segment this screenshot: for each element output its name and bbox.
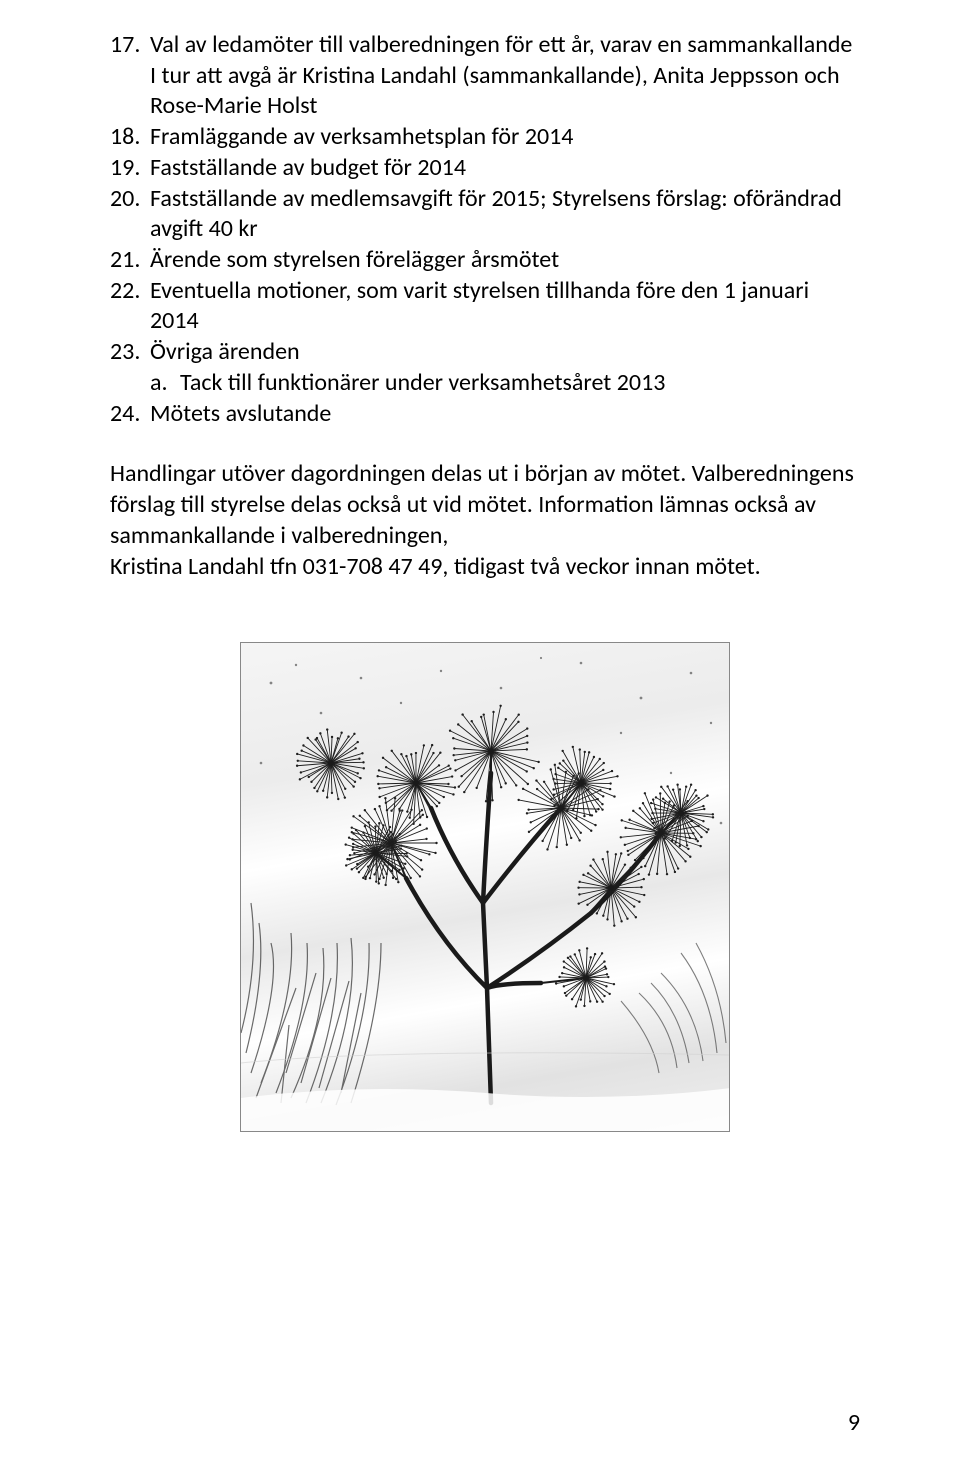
agenda-sub-list: a.Tack till funktionärer under verksamhe… [150, 368, 860, 399]
photo-container [110, 642, 860, 1132]
agenda-item-text: Mötets avslutande [150, 399, 860, 430]
agenda-list: 17.Val av ledamöter till valberedningen … [110, 30, 860, 429]
agenda-item-number: 24. [110, 399, 150, 430]
agenda-item: 24.Mötets avslutande [110, 399, 860, 430]
agenda-item-extra: I tur att avgå är Kristina Landahl (samm… [150, 61, 840, 121]
agenda-item: 21.Ärende som styrelsen förelägger årsmö… [110, 245, 860, 276]
agenda-sub-text: Tack till funktionärer under verksamhets… [180, 368, 665, 399]
agenda-item-number: 20. [110, 184, 150, 245]
agenda-sub-number: a. [150, 368, 180, 399]
winter-plant-photo [240, 642, 730, 1132]
agenda-item: 19.Fastställande av budget för 2014 [110, 153, 860, 184]
agenda-item: 23.Övriga ärendena.Tack till funktionäre… [110, 337, 860, 398]
after-list-paragraph: Handlingar utöver dagordningen delas ut … [110, 459, 860, 582]
agenda-item-text: Framläggande av verksamhetsplan för 2014 [150, 122, 860, 153]
agenda-item-text: Fastställande av medlemsavgift för 2015;… [150, 184, 860, 245]
after-text-2: Kristina Landahl tfn 031-708 47 49, tidi… [110, 552, 761, 581]
agenda-item-text: Övriga ärendena.Tack till funktionärer u… [150, 337, 860, 398]
after-text-1: Handlingar utöver dagordningen delas ut … [110, 459, 854, 549]
agenda-item: 18.Framläggande av verksamhetsplan för 2… [110, 122, 860, 153]
agenda-item-number: 23. [110, 337, 150, 398]
agenda-sub-item: a.Tack till funktionärer under verksamhe… [150, 368, 860, 399]
agenda-item: 22.Eventuella motioner, som varit styrel… [110, 276, 860, 337]
agenda-item-text: Ärende som styrelsen förelägger årsmötet [150, 245, 860, 276]
agenda-item-number: 17. [110, 30, 150, 122]
agenda-item-text: Fastställande av budget för 2014 [150, 153, 860, 184]
agenda-item-text: Eventuella motioner, som varit styrelsen… [150, 276, 860, 337]
agenda-item-number: 19. [110, 153, 150, 184]
agenda-item-number: 21. [110, 245, 150, 276]
page-number: 9 [848, 1408, 860, 1437]
agenda-item: 17.Val av ledamöter till valberedningen … [110, 30, 860, 122]
plant-illustration [241, 643, 730, 1132]
agenda-item-text: Val av ledamöter till valberedningen för… [150, 30, 860, 122]
agenda-item-number: 22. [110, 276, 150, 337]
agenda-item: 20.Fastställande av medlemsavgift för 20… [110, 184, 860, 245]
agenda-item-number: 18. [110, 122, 150, 153]
